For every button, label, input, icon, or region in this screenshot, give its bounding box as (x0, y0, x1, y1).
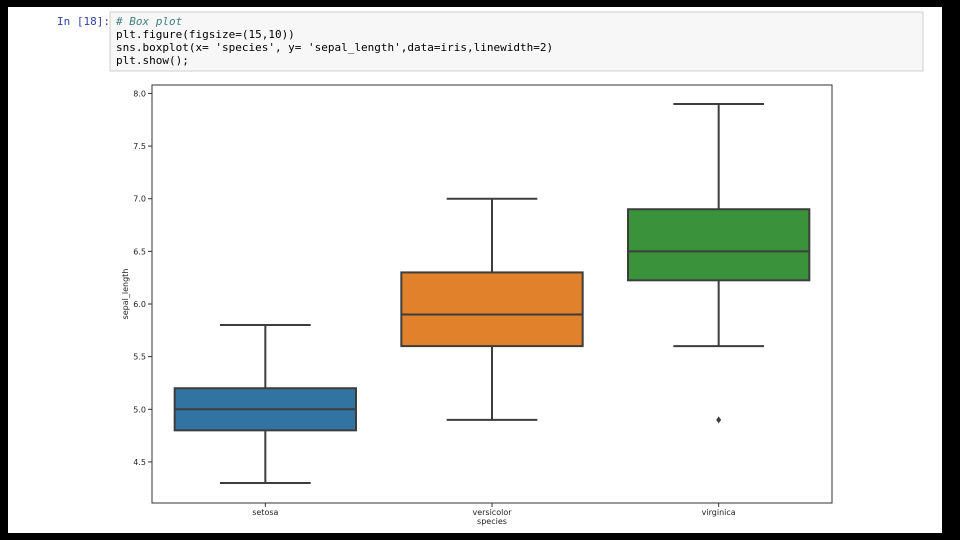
box (400, 271, 584, 348)
code-cell[interactable] (109, 11, 924, 72)
y-tick-label: 6.0 (133, 300, 146, 309)
x-tick-label: setosa (252, 508, 278, 517)
x-axis-label: species (477, 517, 507, 526)
y-tick-label: 5.5 (133, 353, 146, 362)
prompt: In [18]: (57, 15, 110, 28)
y-tick-label: 4.5 (133, 458, 146, 467)
code-line: plt.figure(figsize=(15,10)) (116, 28, 295, 41)
outlier (716, 416, 722, 424)
y-tick-label: 7.5 (133, 142, 146, 151)
y-tick-label: 7.0 (133, 195, 146, 204)
y-tick-label: 6.5 (133, 247, 146, 256)
code-line: sns.boxplot(x= 'species', y= 'sepal_leng… (116, 41, 553, 54)
y-axis-label: sepal_length (121, 269, 130, 320)
box (627, 208, 811, 282)
x-tick-label: versicolor (472, 508, 512, 517)
y-tick-label: 8.0 (133, 89, 146, 98)
code-line: # Box plot (115, 15, 183, 28)
x-tick-label: virginica (702, 508, 736, 517)
code-line: plt.show(); (116, 54, 189, 67)
y-tick-label: 5.0 (133, 405, 146, 414)
